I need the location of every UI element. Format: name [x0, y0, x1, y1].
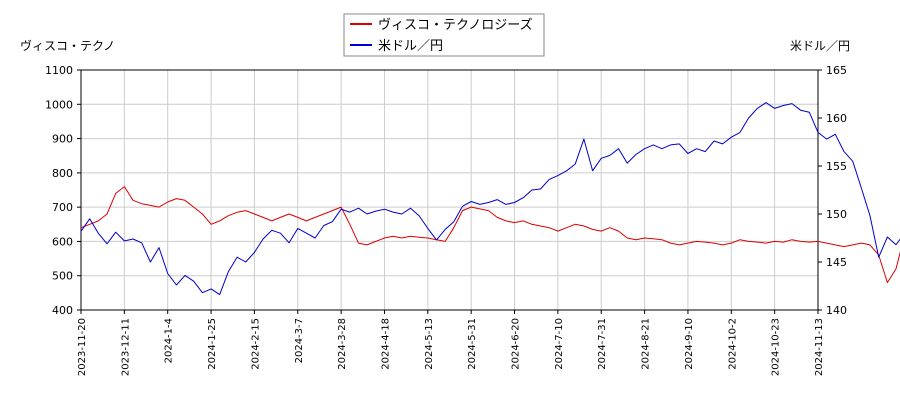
left-axis-label: ヴィスコ・テクノ	[20, 38, 115, 53]
x-tick-label: 2024-4-18	[380, 318, 391, 370]
x-tick-label: 2024-5-13	[424, 318, 435, 370]
right-tick-label: 140	[826, 304, 847, 317]
legend-entry-visco: ヴィスコ・テクノロジーズ	[378, 17, 533, 33]
x-tick-label: 2024-3-7	[294, 318, 305, 363]
plot-frame	[80, 69, 819, 311]
legend-entry-usdjpy: 米ドル／円	[378, 39, 443, 54]
legend-box	[343, 13, 545, 57]
left-tick-label: 400	[52, 304, 73, 317]
right-tick-label: 160	[826, 112, 847, 125]
left-tick-label: 600	[52, 235, 73, 248]
series-line-usdjpy	[80, 102, 900, 296]
x-tick-label: 2024-7-31	[597, 318, 608, 370]
x-tick-label: 2024-10-23	[771, 318, 782, 376]
x-tick-label: 2024-9-10	[684, 318, 695, 370]
right-tick-label: 150	[826, 208, 847, 221]
x-tick-label: 2024-8-21	[641, 318, 652, 370]
right-axis-label: 米ドル／円	[790, 39, 850, 53]
x-axis-ticks: 2023-11-20 2023-12-11 2024-1-4 2024-1-25 202…	[77, 310, 825, 376]
series-line-visco	[80, 186, 900, 284]
right-tick-label: 155	[826, 160, 847, 173]
left-tick-label: 900	[52, 133, 73, 146]
x-tick-label: 2024-7-10	[554, 318, 565, 370]
left-tick-label: 800	[52, 167, 73, 180]
x-tick-label: 2024-2-15	[250, 318, 261, 370]
left-axis-ticks: 400 500 600 700 800 900 1000 1100	[45, 64, 81, 317]
grid-lines	[80, 69, 819, 311]
x-tick-label: 2023-12-11	[120, 318, 131, 376]
legend: ヴィスコ・テクノロジーズ 米ドル／円	[343, 13, 545, 57]
left-tick-label: 1000	[45, 98, 73, 111]
right-tick-label: 145	[826, 256, 847, 269]
right-axis-ticks: 140 145 150 155 160 165	[818, 64, 847, 317]
series-layer	[80, 102, 900, 296]
left-tick-label: 1100	[45, 64, 73, 77]
left-tick-label: 500	[52, 270, 73, 283]
x-tick-label: 2024-10-2	[727, 318, 738, 370]
x-tick-label: 2024-11-13	[814, 318, 825, 376]
x-tick-label: 2024-1-4	[164, 318, 175, 363]
x-tick-label: 2024-1-25	[207, 318, 218, 370]
x-tick-label: 2024-5-31	[467, 318, 478, 370]
x-tick-label: 2024-6-20	[511, 318, 522, 370]
x-tick-label: 2023-11-20	[77, 318, 88, 376]
left-tick-label: 700	[52, 201, 73, 214]
x-tick-label: 2024-3-28	[337, 318, 348, 370]
right-tick-label: 165	[826, 64, 847, 77]
